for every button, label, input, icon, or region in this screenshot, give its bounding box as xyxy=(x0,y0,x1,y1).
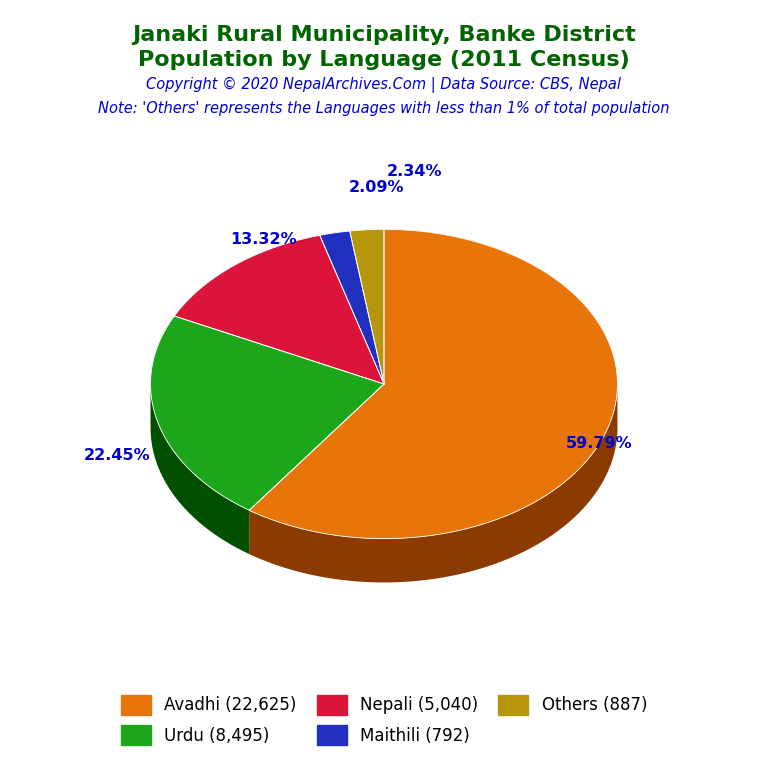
Polygon shape xyxy=(151,316,384,510)
Text: Population by Language (2011 Census): Population by Language (2011 Census) xyxy=(138,50,630,70)
Text: 59.79%: 59.79% xyxy=(565,436,632,452)
Legend: Avadhi (22,625), Urdu (8,495), Nepali (5,040), Maithili (792), Others (887): Avadhi (22,625), Urdu (8,495), Nepali (5… xyxy=(114,688,654,752)
Polygon shape xyxy=(250,385,617,582)
Polygon shape xyxy=(319,231,384,384)
Polygon shape xyxy=(174,235,384,384)
Text: 22.45%: 22.45% xyxy=(84,448,151,462)
Polygon shape xyxy=(349,230,384,384)
Text: 2.09%: 2.09% xyxy=(349,180,405,195)
Polygon shape xyxy=(151,384,250,554)
Text: Janaki Rural Municipality, Banke District: Janaki Rural Municipality, Banke Distric… xyxy=(132,25,636,45)
Text: Copyright © 2020 NepalArchives.Com | Data Source: CBS, Nepal: Copyright © 2020 NepalArchives.Com | Dat… xyxy=(147,77,621,93)
Text: 2.34%: 2.34% xyxy=(387,164,442,179)
Text: Note: 'Others' represents the Languages with less than 1% of total population: Note: 'Others' represents the Languages … xyxy=(98,101,670,117)
Polygon shape xyxy=(250,230,617,538)
Text: 13.32%: 13.32% xyxy=(230,232,297,247)
